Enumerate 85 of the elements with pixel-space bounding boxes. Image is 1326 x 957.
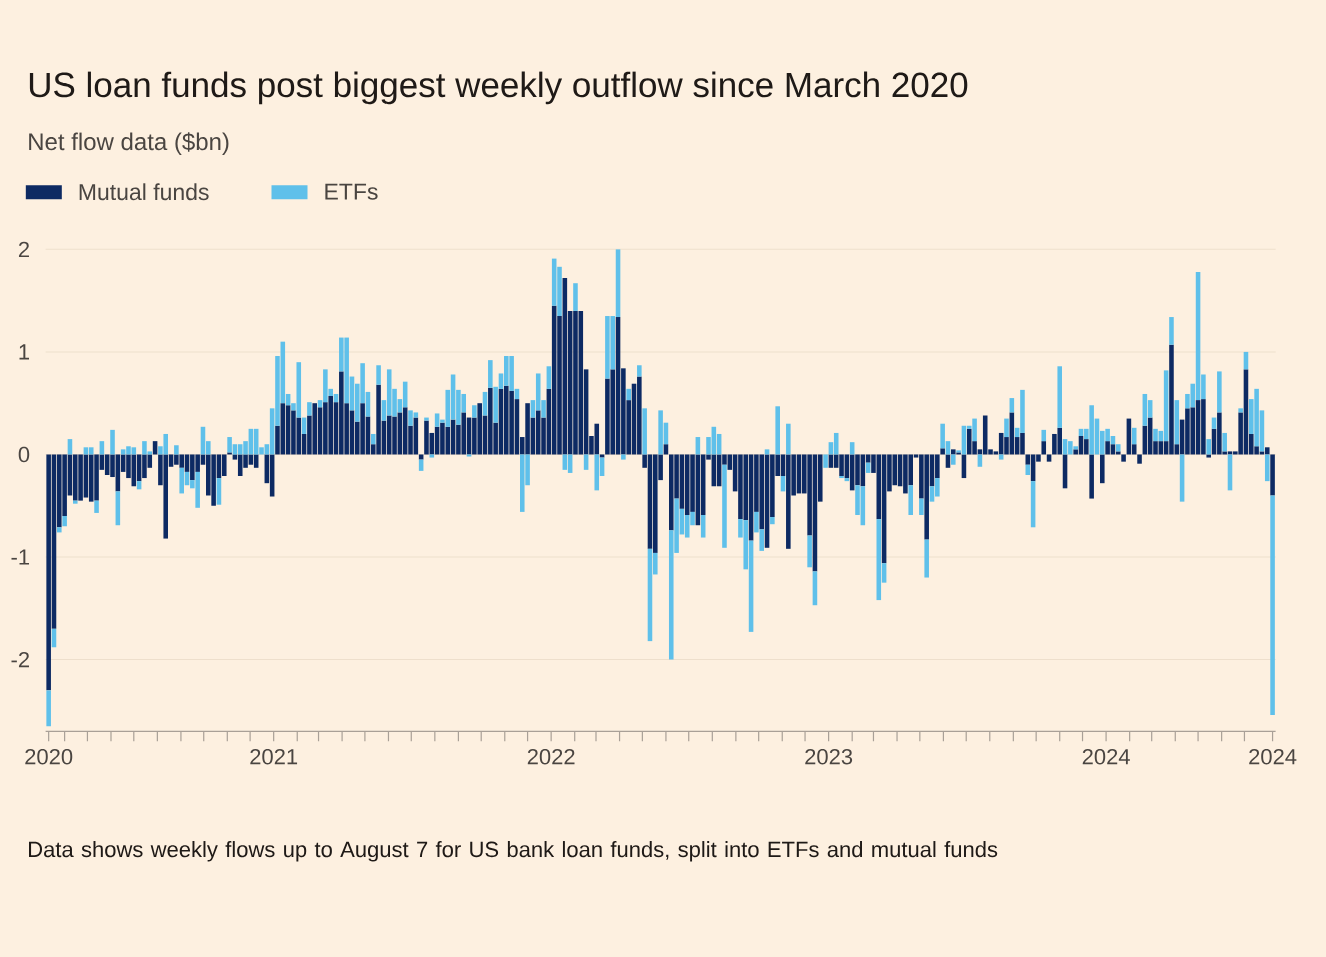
x-tick-label: 2024 [1082, 748, 1130, 765]
bar [621, 454, 626, 460]
bar [1270, 454, 1275, 496]
bar [1004, 418, 1009, 438]
bar [1169, 317, 1174, 345]
bar [775, 406, 780, 455]
bar [221, 454, 227, 477]
bar [94, 500, 99, 513]
x-tick-label: 2023 [805, 748, 853, 765]
bar [823, 454, 828, 468]
bar [1264, 447, 1270, 455]
bar [1131, 427, 1137, 445]
bar [1137, 454, 1142, 464]
bar [951, 454, 956, 465]
bar [46, 690, 51, 727]
bar [642, 408, 647, 455]
bar [57, 527, 62, 533]
bar [227, 452, 232, 455]
bar [72, 500, 78, 504]
bar [110, 429, 115, 455]
y-tick-label: -1 [11, 549, 30, 565]
bar [1025, 464, 1031, 475]
bar [833, 432, 839, 455]
bar [1206, 454, 1211, 458]
bar [786, 423, 791, 455]
legend-label: Mutual funds [79, 183, 209, 201]
chart-subtitle: Net flow data ($bn) [29, 132, 229, 155]
bar [269, 454, 275, 497]
bar [429, 454, 435, 458]
bar [562, 454, 568, 470]
bar [370, 433, 376, 445]
x-tick-label: 2024 [1249, 748, 1297, 765]
y-tick-label: 2 [18, 241, 29, 258]
legend-label: ETFs [325, 183, 378, 200]
x-tick-label: 2020 [25, 748, 73, 765]
bar [1270, 495, 1275, 715]
bar [594, 454, 600, 491]
bar [1264, 454, 1270, 482]
y-tick-label: -2 [11, 651, 29, 668]
bar [1041, 429, 1047, 442]
bar [908, 485, 913, 515]
bar [307, 402, 312, 416]
bar [567, 454, 573, 473]
bar [573, 283, 578, 311]
bar [174, 445, 179, 455]
bar [1046, 454, 1052, 462]
chart-title: US loan funds post biggest weekly outflow since March 2020 [29, 71, 968, 105]
y-tick-label: 0 [18, 446, 30, 463]
bar [1174, 400, 1180, 445]
bar [977, 454, 983, 467]
bar [770, 517, 775, 525]
bar [637, 365, 642, 377]
bar [839, 476, 844, 479]
bar [940, 448, 945, 455]
bar [919, 498, 924, 515]
x-tick-label: 2021 [250, 748, 298, 765]
bar [1089, 454, 1094, 499]
x-tick-label: 2022 [527, 748, 575, 765]
bar [1041, 441, 1047, 455]
bar [945, 454, 951, 468]
bar [88, 447, 94, 455]
bar [418, 454, 424, 460]
bar [62, 516, 67, 527]
bar [1206, 439, 1211, 455]
bar [583, 454, 589, 470]
bar [998, 454, 1004, 460]
bar [626, 388, 631, 401]
bar [1115, 444, 1121, 452]
bar [1121, 454, 1126, 462]
bar [1057, 366, 1062, 428]
bar [1238, 408, 1243, 413]
bar [1100, 454, 1105, 484]
text: Data shows weekly flows up to August 7 for US bank loan funds, split into ETFs and mutual funds [29, 841, 998, 862]
bar [376, 365, 381, 385]
bar [807, 535, 812, 568]
bar [1217, 371, 1222, 413]
y-tick-label: 1 [19, 344, 30, 360]
bar [253, 454, 259, 468]
bar [599, 454, 605, 458]
bar [722, 464, 727, 548]
bar [1222, 432, 1227, 452]
bar [466, 454, 472, 457]
bar [424, 417, 429, 421]
bar [472, 405, 477, 418]
bar [924, 539, 929, 578]
